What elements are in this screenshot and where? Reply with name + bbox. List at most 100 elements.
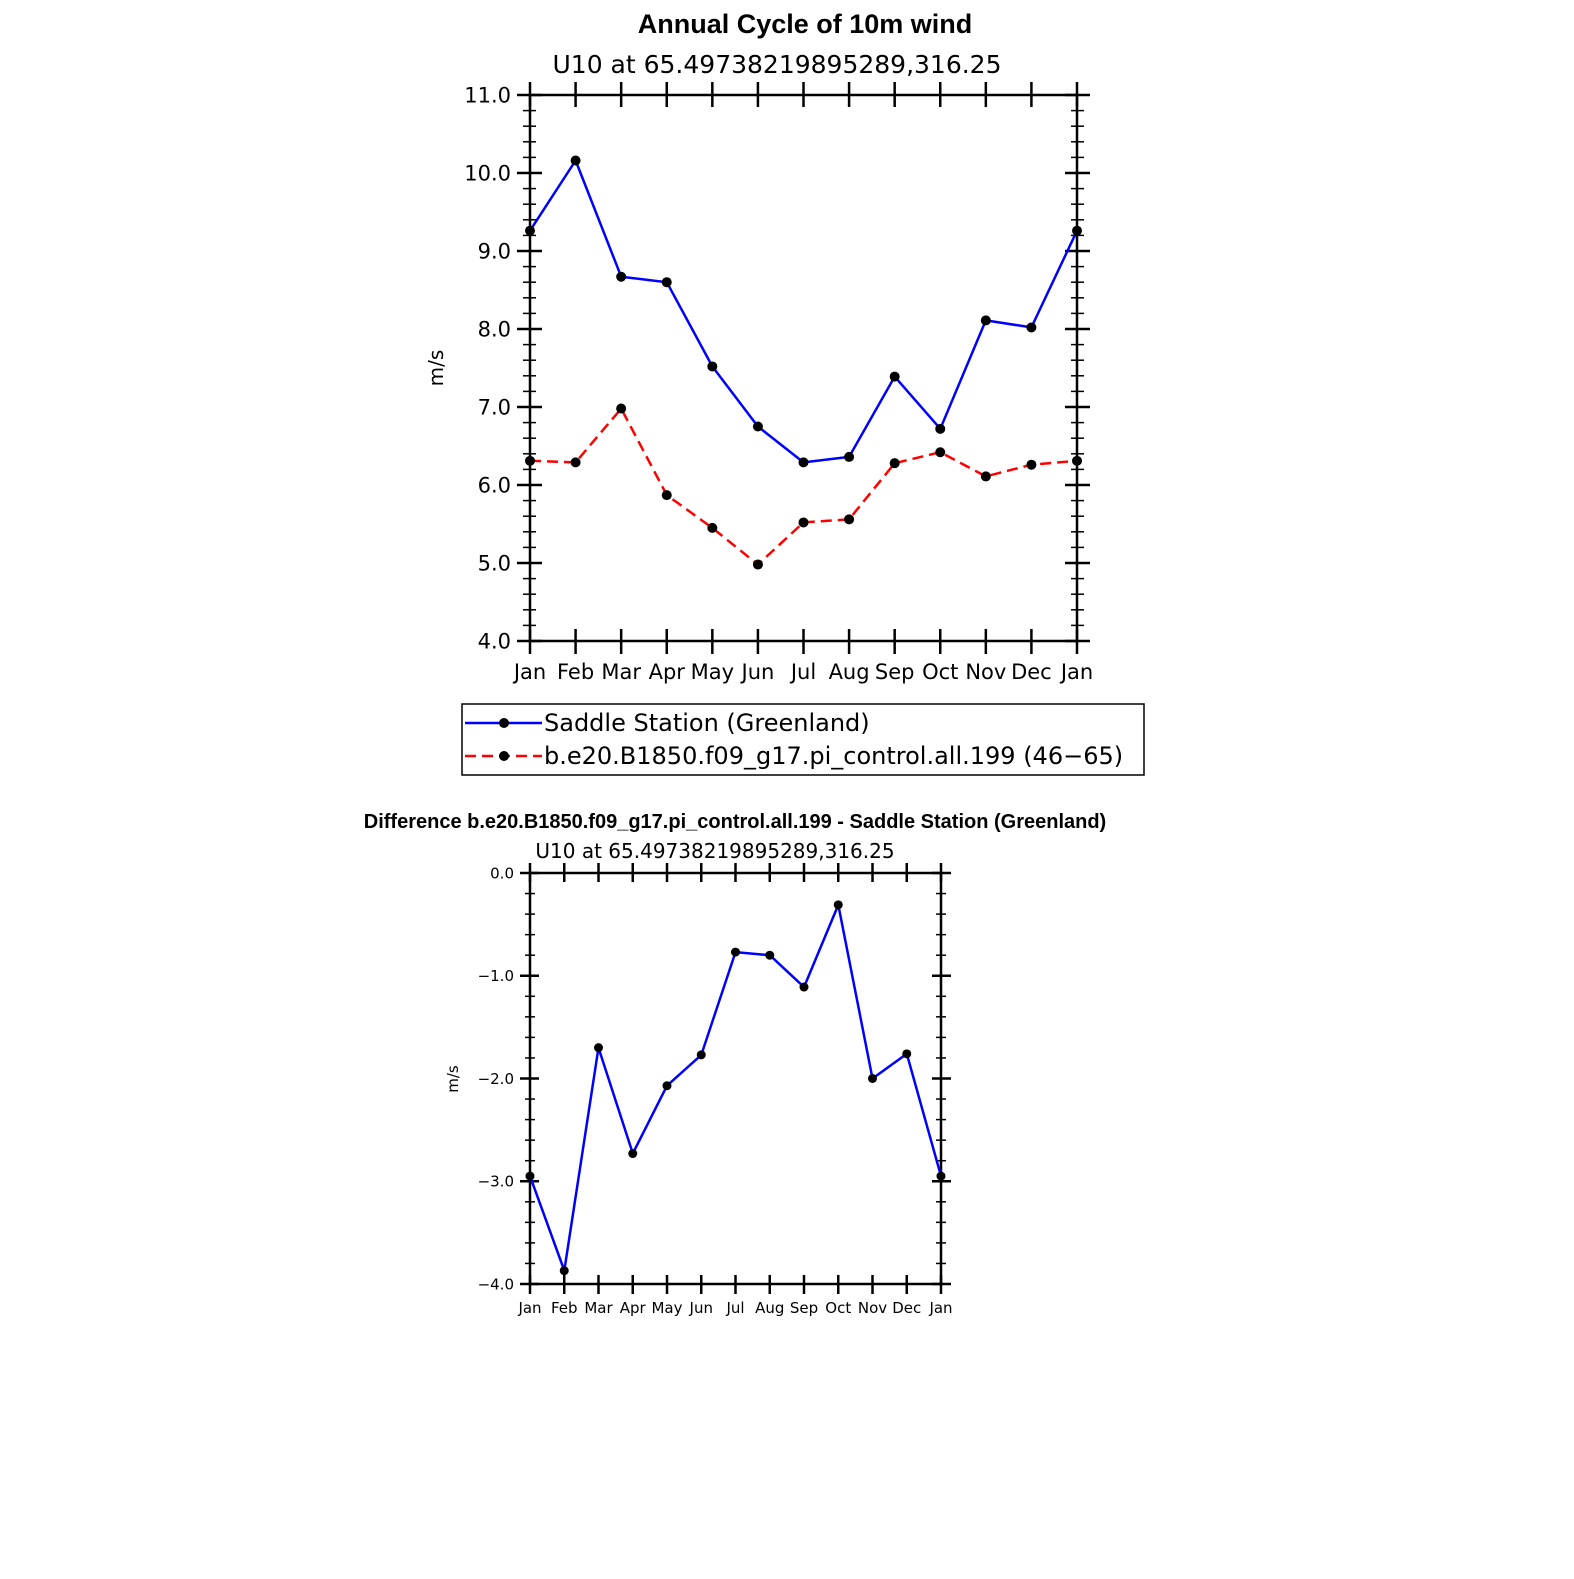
- data-point: [661, 277, 672, 288]
- data-point: [570, 155, 581, 166]
- difference-x-tick-labels: Jan Feb Mar Apr May Jun Jul Aug Sep Oct Nov Dec Jan: [517, 1299, 952, 1317]
- annual-cycle-chart: Annual Cycle of 10m wind U10 at 65.49738…: [424, 9, 1145, 776]
- x-tick-label: Sep: [875, 660, 915, 684]
- series-markers: [525, 155, 1082, 570]
- difference-axis-ticks: [520, 863, 951, 1294]
- data-point: [935, 447, 946, 458]
- data-point: [798, 517, 809, 528]
- y-tick-labels: 4.0 5.0 6.0 7.0 8.0 9.0 10.0 11.0: [464, 84, 511, 654]
- data-point: [902, 1049, 912, 1059]
- y-tick-label: −4.0: [478, 1275, 514, 1293]
- data-point: [765, 950, 775, 960]
- y-axis-label: m/s: [424, 350, 448, 387]
- x-tick-label: Feb: [557, 660, 594, 684]
- data-point: [559, 1266, 569, 1276]
- y-tick-label: 10.0: [464, 162, 511, 186]
- data-point: [570, 457, 581, 468]
- y-tick-label: 11.0: [464, 84, 511, 108]
- data-point: [525, 225, 535, 236]
- data-point: [616, 403, 627, 414]
- series-line-0: [528, 903, 943, 1272]
- x-tick-label: Jan: [512, 660, 546, 684]
- chart-title: Annual Cycle of 10m wind: [638, 9, 973, 39]
- difference-y-tick-labels: −4.0 −3.0 −2.0 −1.0 0.0: [478, 864, 514, 1293]
- data-point: [798, 457, 809, 468]
- data-point: [1072, 455, 1082, 466]
- x-tick-label: Jun: [740, 660, 775, 684]
- difference-series-markers: [525, 900, 946, 1276]
- difference-title: Difference b.e20.B1850.f09_g17.pi_contro…: [364, 811, 1106, 833]
- x-tick-label: Aug: [829, 660, 870, 684]
- x-tick-label: Aug: [755, 1299, 784, 1317]
- data-point: [525, 455, 535, 466]
- data-point: [799, 982, 809, 992]
- data-point: [525, 1171, 535, 1181]
- x-tick-label: Jan: [928, 1299, 952, 1317]
- x-tick-label: May: [691, 660, 734, 684]
- difference-series-line: [528, 903, 943, 1272]
- y-tick-label: 4.0: [478, 630, 511, 654]
- data-point: [594, 1043, 603, 1053]
- x-tick-label: Nov: [858, 1299, 887, 1317]
- x-tick-label: Jul: [789, 660, 816, 684]
- data-point: [661, 490, 672, 501]
- legend-label-saddle: Saddle Station (Greenland): [544, 709, 870, 737]
- y-tick-label: 0.0: [490, 864, 514, 882]
- data-point: [935, 423, 946, 434]
- x-tick-label: Jul: [725, 1299, 744, 1317]
- data-point: [844, 514, 855, 525]
- x-tick-label: Jun: [689, 1299, 713, 1317]
- data-point: [731, 947, 740, 957]
- y-tick-label: −3.0: [478, 1173, 514, 1191]
- x-tick-label: Jan: [1059, 660, 1093, 684]
- difference-plot-frame: [528, 871, 943, 1286]
- legend-label-model: b.e20.B1850.f09_g17.pi_control.all.199 (…: [544, 742, 1123, 770]
- x-tick-label: Feb: [551, 1299, 578, 1317]
- x-tick-label: Mar: [601, 660, 641, 684]
- data-point: [628, 1149, 638, 1159]
- x-tick-label: Apr: [649, 660, 686, 684]
- axis-ticks: [517, 82, 1090, 654]
- data-point: [1026, 322, 1037, 333]
- y-tick-label: 7.0: [478, 396, 511, 420]
- data-point: [1026, 459, 1037, 470]
- plot-frame: [528, 93, 1079, 643]
- data-point: [844, 451, 855, 462]
- legend-marker-saddle: [499, 718, 509, 728]
- data-point: [707, 361, 718, 372]
- legend-marker-model: [499, 751, 509, 761]
- data-point: [752, 559, 763, 570]
- x-tick-label: Mar: [584, 1299, 613, 1317]
- difference-subtitle: U10 at 65.49738219895289,316.25: [535, 839, 894, 863]
- data-point: [696, 1050, 706, 1060]
- y-tick-label: 6.0: [478, 474, 511, 498]
- data-point: [1072, 225, 1082, 236]
- data-point: [936, 1171, 946, 1181]
- data-point: [752, 421, 763, 432]
- y-tick-label: 8.0: [478, 318, 511, 342]
- x-tick-label: Dec: [1011, 660, 1052, 684]
- x-tick-label: Dec: [892, 1299, 921, 1317]
- legend: Saddle Station (Greenland) b.e20.B1850.f…: [461, 703, 1145, 776]
- y-tick-label: −2.0: [478, 1070, 514, 1088]
- chart-subtitle: U10 at 65.49738219895289,316.25: [553, 50, 1002, 79]
- data-point: [889, 371, 900, 382]
- series-lines: [528, 159, 1079, 566]
- y-tick-label: 5.0: [478, 552, 511, 576]
- data-point: [833, 900, 843, 910]
- data-point: [889, 458, 900, 469]
- y-tick-label: −1.0: [478, 967, 514, 985]
- x-tick-label: Oct: [922, 660, 958, 684]
- y-tick-label: 9.0: [478, 240, 511, 264]
- series-line-0: [528, 159, 1079, 464]
- series-line-1: [529, 407, 1078, 566]
- data-point: [707, 522, 718, 533]
- data-point: [662, 1081, 672, 1091]
- x-tick-label: Oct: [825, 1299, 851, 1317]
- x-tick-label: Jan: [517, 1299, 541, 1317]
- x-tick-label: Apr: [620, 1299, 647, 1317]
- difference-chart: Difference b.e20.B1850.f09_g17.pi_contro…: [364, 811, 1106, 1317]
- data-point: [616, 271, 627, 282]
